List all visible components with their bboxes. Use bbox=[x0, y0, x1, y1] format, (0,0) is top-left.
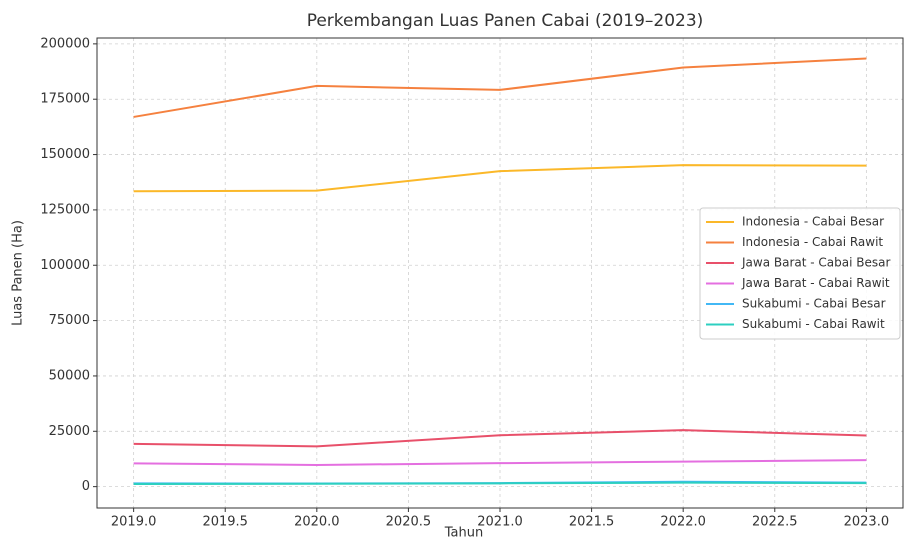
legend-label: Indonesia - Cabai Rawit bbox=[742, 235, 883, 249]
y-tick-label: 125000 bbox=[40, 202, 90, 217]
y-tick-label: 200000 bbox=[40, 36, 90, 51]
series-line bbox=[133, 164, 867, 193]
plot-frame bbox=[96, 37, 904, 509]
series-line bbox=[133, 459, 867, 466]
series-line bbox=[133, 429, 867, 448]
legend-label: Jawa Barat - Cabai Rawit bbox=[741, 276, 890, 290]
x-tick-label: 2020.5 bbox=[386, 515, 432, 530]
legend-label: Indonesia - Cabai Besar bbox=[742, 215, 884, 229]
y-axis-label: Luas Panen (Ha) bbox=[11, 220, 26, 326]
x-tick-label: 2020.0 bbox=[294, 515, 340, 530]
x-tick-label: 2019.5 bbox=[202, 515, 248, 530]
x-axis-label: Tahun bbox=[444, 526, 483, 541]
chart-title: Perkembangan Luas Panen Cabai (2019–2023… bbox=[307, 11, 704, 31]
y-tick-label: 175000 bbox=[40, 92, 90, 107]
x-tick-label: 2019.0 bbox=[111, 515, 157, 530]
y-tick-label: 150000 bbox=[40, 147, 90, 162]
y-tick-label: 0 bbox=[82, 479, 90, 494]
y-tick-label: 100000 bbox=[40, 258, 90, 273]
x-tick-label: 2021.0 bbox=[477, 515, 523, 530]
x-tick-label: 2021.5 bbox=[569, 515, 615, 530]
x-tick-label: 2022.0 bbox=[660, 515, 706, 530]
legend-label: Jawa Barat - Cabai Besar bbox=[741, 256, 890, 270]
x-tick-label: 2022.5 bbox=[752, 515, 798, 530]
y-tick-label: 50000 bbox=[49, 368, 90, 383]
legend-label: Sukabumi - Cabai Besar bbox=[742, 297, 886, 311]
y-tick-label: 75000 bbox=[49, 313, 90, 328]
legend-label: Sukabumi - Cabai Rawit bbox=[742, 317, 885, 331]
series-line bbox=[133, 57, 867, 118]
x-tick-label: 2023.0 bbox=[844, 515, 890, 530]
y-tick-label: 25000 bbox=[49, 424, 90, 439]
series-line bbox=[133, 481, 867, 485]
legend-box bbox=[699, 207, 901, 340]
